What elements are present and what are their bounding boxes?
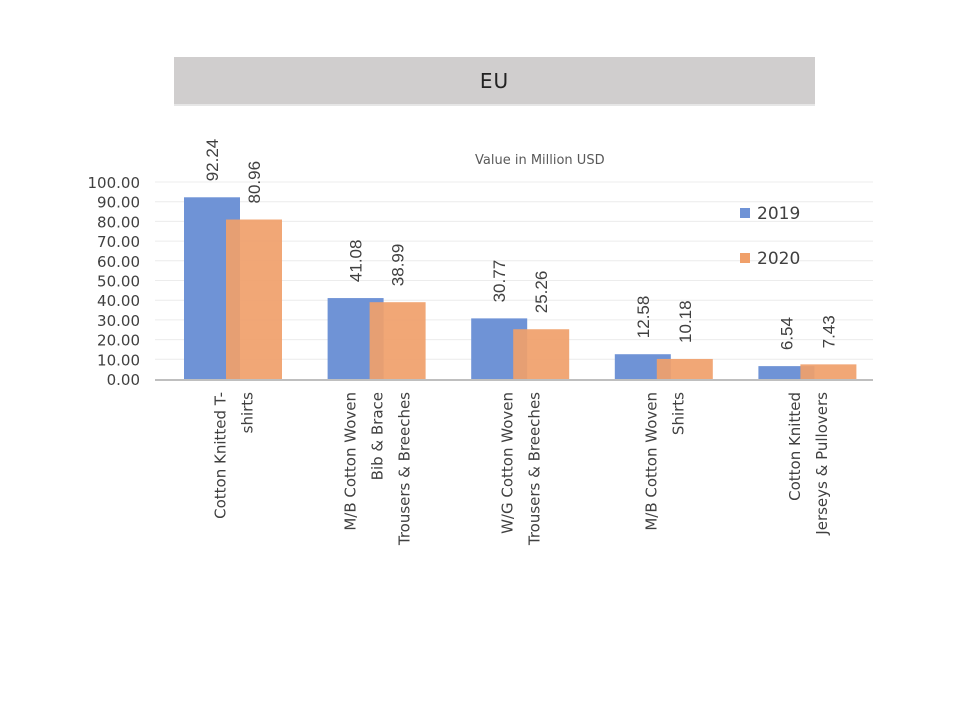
y-tick-label: 0.00 bbox=[107, 371, 140, 389]
bar-2020-1 bbox=[369, 302, 426, 379]
category-label: M/B Cotton Woven Shirts bbox=[642, 392, 687, 531]
data-label: 38.99 bbox=[389, 244, 408, 287]
legend: 2019 2020 bbox=[740, 204, 800, 269]
y-tick-label: 40.00 bbox=[97, 292, 140, 310]
chart-title: EU bbox=[479, 68, 510, 93]
y-tick-label: 100.00 bbox=[88, 174, 141, 192]
data-label: 92.24 bbox=[203, 139, 222, 182]
category-label: Cotton Knitted Jerseys & Pullovers bbox=[786, 392, 831, 536]
category-label-line: M/B Cotton Woven bbox=[642, 392, 660, 531]
category-label-line: M/B Cotton Woven bbox=[342, 392, 360, 531]
data-label: 10.18 bbox=[676, 300, 695, 343]
data-label: 7.43 bbox=[819, 315, 838, 348]
x-axis-categories: Cotton Knitted T-shirts M/B Cotton Woven B… bbox=[212, 392, 831, 546]
y-tick-label: 70.00 bbox=[97, 233, 140, 251]
chart-subtitle: Value in Million USD bbox=[475, 153, 605, 168]
category-label: Cotton Knitted T-shirts bbox=[212, 392, 257, 519]
y-tick-label: 80.00 bbox=[97, 213, 140, 231]
bar-2020-0 bbox=[226, 219, 282, 379]
category-label-line: Cotton Knitted bbox=[786, 392, 804, 501]
data-label: 41.08 bbox=[347, 240, 366, 283]
category-label-line: Shirts bbox=[669, 392, 687, 435]
category-label-line: Trousers & Breeches bbox=[526, 392, 544, 546]
y-tick-label: 60.00 bbox=[97, 253, 140, 271]
data-label: 25.26 bbox=[532, 271, 551, 314]
category-label: W/G Cotton Woven Trousers & Breeches bbox=[499, 392, 544, 546]
data-label: 30.77 bbox=[490, 260, 509, 303]
y-tick-label: 10.00 bbox=[97, 351, 140, 369]
data-labels: 92.24 80.96 41.08 38.99 30.77 25.26 12.58 10.18… bbox=[203, 139, 838, 350]
bar-2020-3 bbox=[656, 358, 713, 379]
data-label: 80.96 bbox=[245, 161, 264, 204]
bar-2020-2 bbox=[513, 329, 570, 379]
category-label-line: Cotton Knitted T- bbox=[212, 392, 230, 519]
y-tick-label: 90.00 bbox=[97, 194, 140, 212]
y-tick-label: 20.00 bbox=[97, 332, 140, 350]
data-label: 6.54 bbox=[777, 317, 796, 350]
bar-2020-4 bbox=[800, 364, 857, 379]
category-label: M/B Cotton Woven Bib & Brace Trousers & Br… bbox=[342, 392, 414, 546]
legend-swatch bbox=[740, 208, 750, 218]
legend-swatch bbox=[740, 253, 750, 263]
category-label-line: Jerseys & Pullovers bbox=[813, 392, 831, 536]
category-label-line: Bib & Brace bbox=[369, 392, 387, 480]
y-tick-label: 50.00 bbox=[97, 273, 140, 291]
category-label-line: shirts bbox=[239, 392, 257, 434]
legend-label: 2019 bbox=[757, 204, 800, 224]
category-label-line: W/G Cotton Woven bbox=[499, 392, 517, 534]
y-tick-label: 30.00 bbox=[97, 312, 140, 330]
category-label-line: Trousers & Breeches bbox=[396, 392, 414, 546]
legend-label: 2020 bbox=[757, 249, 800, 269]
data-label: 12.58 bbox=[634, 296, 653, 339]
bars bbox=[184, 197, 857, 379]
chart-title-box: EU bbox=[174, 57, 815, 106]
